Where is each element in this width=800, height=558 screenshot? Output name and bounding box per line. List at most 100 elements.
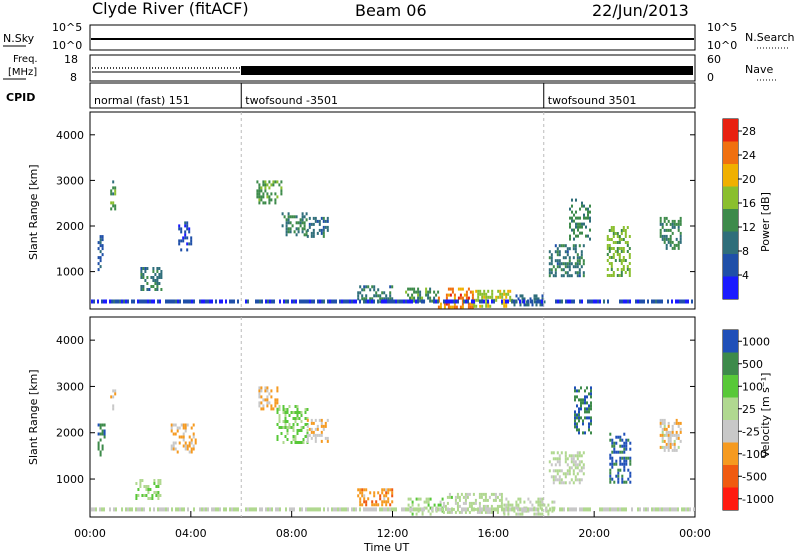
data-cell bbox=[505, 503, 508, 507]
data-cell bbox=[389, 488, 392, 492]
data-cell bbox=[679, 231, 682, 235]
data-cell bbox=[101, 247, 104, 251]
data-cell bbox=[389, 294, 392, 298]
data-cell bbox=[264, 201, 267, 205]
nave-tick-top: 60 bbox=[707, 53, 721, 66]
data-cell bbox=[582, 451, 585, 455]
data-cell bbox=[554, 250, 557, 254]
data-cell bbox=[608, 244, 611, 247]
cpid-segments: normal (fast) 151 twofsound -3501 twofsoun… bbox=[94, 83, 637, 108]
colorbar-tick-label: -100 bbox=[742, 448, 767, 461]
data-cell bbox=[578, 410, 580, 414]
data-cell bbox=[99, 438, 102, 442]
ground-scatter-cell bbox=[347, 507, 349, 512]
data-cell bbox=[505, 292, 508, 296]
data-cell bbox=[258, 183, 261, 187]
ground-scatter-cell bbox=[383, 299, 385, 304]
data-cell bbox=[188, 230, 191, 234]
data-cell bbox=[409, 497, 412, 501]
data-cell bbox=[287, 221, 290, 225]
data-cell bbox=[585, 234, 587, 238]
data-cell bbox=[318, 228, 321, 232]
data-cell bbox=[405, 290, 408, 294]
y-tick-label: 2000 bbox=[56, 427, 84, 440]
data-cell bbox=[365, 285, 368, 289]
data-cell bbox=[419, 293, 422, 297]
data-cell bbox=[295, 215, 298, 219]
data-cell bbox=[383, 500, 386, 504]
data-cell bbox=[554, 469, 557, 473]
ground-scatter-cell bbox=[169, 299, 171, 304]
data-cell bbox=[578, 407, 580, 411]
data-cell bbox=[373, 503, 376, 507]
data-cell bbox=[286, 438, 289, 441]
ground-scatter-cell bbox=[479, 299, 481, 304]
ground-scatter-cell bbox=[125, 507, 127, 512]
data-cell bbox=[577, 225, 579, 229]
data-cell bbox=[172, 432, 175, 436]
data-cell bbox=[628, 268, 631, 271]
colorbar-swatch bbox=[723, 164, 738, 187]
ground-scatter-cell bbox=[333, 507, 335, 512]
data-cell bbox=[282, 411, 285, 414]
data-cell bbox=[260, 198, 263, 202]
data-cell bbox=[326, 219, 329, 223]
ground-scatter-cell bbox=[183, 299, 185, 304]
data-cell bbox=[560, 469, 563, 473]
data-cell bbox=[371, 297, 374, 301]
data-cell bbox=[278, 183, 281, 187]
data-cell bbox=[550, 451, 553, 455]
data-cell bbox=[548, 250, 551, 254]
data-cell bbox=[623, 459, 626, 463]
data-cell bbox=[306, 418, 309, 422]
data-cell bbox=[178, 441, 181, 445]
data-cell bbox=[574, 386, 576, 390]
ground-scatter-cell bbox=[345, 507, 347, 512]
data-cell bbox=[566, 265, 569, 269]
data-cell bbox=[581, 201, 583, 205]
data-cell bbox=[622, 229, 625, 232]
data-cell bbox=[151, 494, 154, 497]
data-cell bbox=[659, 418, 662, 422]
ground-scatter-cell bbox=[465, 507, 467, 512]
ground-scatter-cell bbox=[393, 507, 395, 512]
data-cell bbox=[99, 235, 102, 239]
data-cell bbox=[110, 201, 113, 205]
data-cell bbox=[99, 259, 102, 263]
data-cell bbox=[621, 456, 624, 460]
data-cell bbox=[260, 189, 263, 193]
data-cell bbox=[578, 398, 580, 402]
data-cell bbox=[172, 447, 175, 451]
data-cell bbox=[671, 219, 674, 223]
power-time-grid bbox=[240, 112, 545, 309]
data-cell bbox=[580, 250, 583, 254]
data-cell bbox=[580, 404, 582, 408]
data-cell bbox=[192, 447, 195, 451]
data-cell bbox=[511, 503, 514, 507]
ground-scatter-cell bbox=[471, 299, 473, 304]
data-cell bbox=[367, 497, 370, 501]
data-cell bbox=[451, 287, 454, 291]
data-cell bbox=[112, 395, 115, 399]
data-cell bbox=[663, 427, 666, 431]
data-cell bbox=[610, 229, 613, 232]
ground-scatter-cell bbox=[293, 299, 295, 304]
data-cell bbox=[425, 497, 428, 501]
data-cell bbox=[286, 432, 289, 435]
data-cell bbox=[485, 292, 488, 296]
data-cell bbox=[182, 236, 185, 240]
data-cell bbox=[288, 405, 291, 408]
data-cell bbox=[101, 253, 104, 257]
data-cell bbox=[264, 386, 267, 390]
ground-scatter-cell bbox=[407, 299, 409, 304]
data-cell bbox=[548, 262, 551, 266]
data-cell bbox=[481, 295, 484, 299]
data-cell bbox=[456, 492, 459, 496]
data-cell bbox=[365, 503, 368, 507]
data-cell bbox=[471, 305, 474, 309]
data-cell bbox=[417, 497, 420, 501]
data-cell bbox=[620, 268, 623, 271]
data-cell bbox=[459, 287, 462, 291]
data-cell bbox=[299, 221, 302, 225]
data-cell bbox=[515, 294, 518, 298]
